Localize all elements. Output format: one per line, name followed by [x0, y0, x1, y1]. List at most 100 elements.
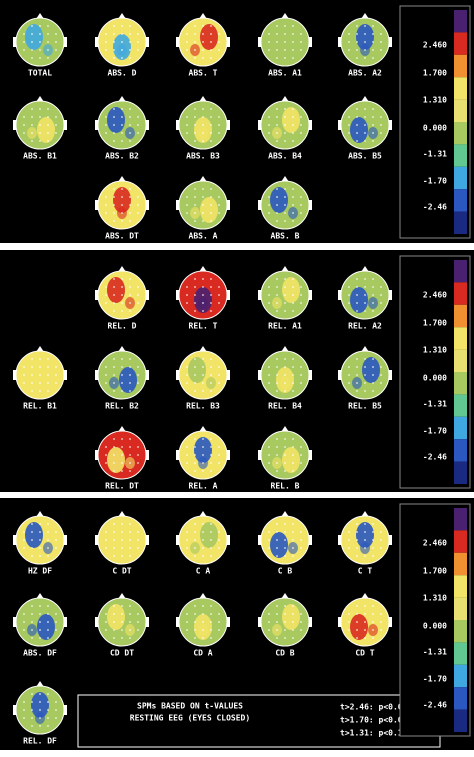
electrode — [202, 462, 204, 464]
electrode — [218, 116, 220, 118]
electrode — [268, 531, 270, 533]
electrode — [284, 140, 286, 142]
electrode — [129, 555, 131, 557]
electrode — [292, 613, 294, 615]
electrode — [194, 140, 196, 142]
electrode — [292, 204, 294, 206]
electrode — [129, 374, 131, 376]
electrode — [284, 188, 286, 190]
electrode — [202, 188, 204, 190]
electrode — [300, 374, 302, 376]
electrode — [210, 204, 212, 206]
nose — [36, 346, 44, 352]
ear — [226, 290, 230, 300]
electrode — [129, 124, 131, 126]
electrode — [276, 547, 278, 549]
ear — [145, 450, 149, 460]
electrode — [348, 531, 350, 533]
electrode — [218, 294, 220, 296]
electrode — [292, 470, 294, 472]
nose — [199, 426, 207, 432]
electrode — [31, 629, 33, 631]
scale-label: -1.31 — [423, 648, 447, 657]
electrode — [47, 613, 49, 615]
map-label: ABS. B2 — [105, 152, 139, 161]
electrode — [372, 523, 374, 525]
ear — [13, 617, 17, 627]
electrode — [348, 366, 350, 368]
ear — [145, 200, 149, 210]
electrode — [121, 188, 123, 190]
electrode — [55, 382, 57, 384]
electrode — [39, 555, 41, 557]
electrode — [364, 33, 366, 35]
electrode — [372, 57, 374, 59]
map-label: C A — [196, 567, 211, 576]
electrode — [129, 33, 131, 35]
nose — [199, 266, 207, 272]
electrode — [348, 294, 350, 296]
scale-band — [454, 327, 467, 350]
electrode — [47, 358, 49, 360]
electrode — [276, 132, 278, 134]
electrode — [292, 555, 294, 557]
electrode — [348, 49, 350, 51]
map-label: ABS. A — [189, 232, 218, 241]
electrode — [202, 310, 204, 312]
electrode — [276, 462, 278, 464]
ear — [258, 450, 262, 460]
electrode — [348, 124, 350, 126]
electrode — [364, 637, 366, 639]
scale-band — [454, 10, 467, 33]
scale-label: -1.70 — [423, 177, 447, 186]
electrode — [218, 302, 220, 304]
electrode — [218, 547, 220, 549]
electrode — [121, 366, 123, 368]
blob — [282, 604, 300, 630]
electrode — [268, 621, 270, 623]
electrode — [364, 382, 366, 384]
ear — [388, 290, 392, 300]
map-label: REL. D — [108, 322, 137, 331]
electrode — [121, 382, 123, 384]
electrode — [47, 390, 49, 392]
map-label: TOTAL — [28, 69, 52, 78]
electrode — [210, 140, 212, 142]
electrode — [300, 124, 302, 126]
scale-band — [454, 687, 467, 710]
ear — [13, 37, 17, 47]
scale-band — [454, 620, 467, 643]
electrode — [39, 637, 41, 639]
electrode — [129, 286, 131, 288]
electrode — [300, 613, 302, 615]
electrode — [276, 523, 278, 525]
ear — [95, 200, 99, 210]
electrode — [268, 204, 270, 206]
ear — [226, 535, 230, 545]
ear — [258, 120, 262, 130]
electrode — [105, 531, 107, 533]
electrode — [284, 132, 286, 134]
electrode — [364, 605, 366, 607]
electrode — [121, 523, 123, 525]
electrode — [186, 547, 188, 549]
electrode — [202, 286, 204, 288]
electrode — [186, 294, 188, 296]
electrode — [55, 49, 57, 51]
electrode — [210, 462, 212, 464]
electrode — [210, 531, 212, 533]
electrode — [129, 462, 131, 464]
electrode — [137, 196, 139, 198]
map-label: REL. T — [189, 322, 218, 331]
scale-band — [454, 189, 467, 212]
blob — [350, 117, 368, 143]
electrode — [31, 366, 33, 368]
scale-label: 1.310 — [423, 96, 447, 105]
electrode — [276, 531, 278, 533]
electrode — [210, 286, 212, 288]
electrode — [284, 438, 286, 440]
electrode — [194, 294, 196, 296]
electrode — [300, 454, 302, 456]
electrode — [268, 294, 270, 296]
electrode — [39, 390, 41, 392]
